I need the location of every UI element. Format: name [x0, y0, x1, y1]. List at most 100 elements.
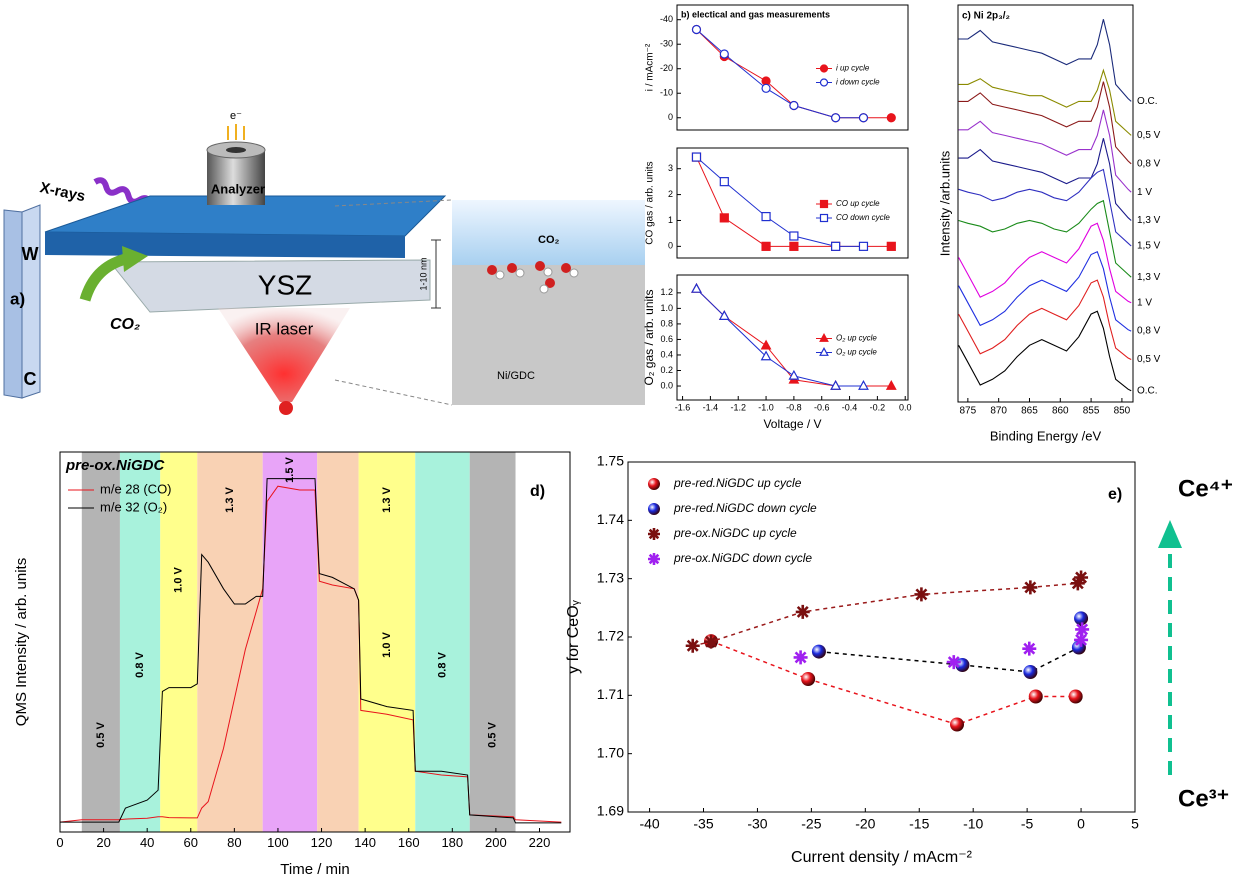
inset-substrate [452, 265, 645, 405]
y-tick-label: 1.73 [597, 569, 624, 585]
y-axis-label: CO gas / arb. units [645, 161, 656, 244]
series-line [59, 485, 562, 823]
y-tick-label: -10 [660, 88, 673, 98]
y-tick-label: 2 [668, 189, 673, 199]
marker [1074, 632, 1089, 647]
y-tick-label: 1.70 [597, 744, 624, 760]
voltage-band [81, 452, 120, 832]
legend-label: 0,5 V [1137, 130, 1161, 141]
annotation: d) [530, 483, 545, 500]
legend-label: m/e 28 (CO) [100, 481, 172, 496]
chart-title: b) electical and gas measurements [681, 9, 830, 19]
atom [545, 278, 555, 288]
x-axis-label: Voltage / V [763, 417, 821, 431]
marker [691, 152, 702, 162]
marker [719, 49, 729, 59]
x-tick-label: 0.0 [899, 402, 912, 412]
x-tick-label: -1.0 [758, 402, 774, 412]
x-tick-label: -0.4 [842, 402, 858, 412]
series-line [958, 19, 1132, 102]
scale-bar [431, 239, 441, 309]
atom [507, 263, 517, 273]
x-tick-label: 60 [184, 835, 198, 850]
y-axis-label: Intensity /arb.units [937, 150, 952, 256]
electrode-front [3, 209, 23, 399]
panel-label: a) [10, 289, 25, 308]
x-tick-label: -35 [693, 815, 713, 831]
band-label: 0.5 V [487, 721, 499, 747]
legend-label: O₂ up cycle [836, 348, 877, 357]
marker [831, 113, 841, 123]
band-label: 0.5 V [95, 721, 107, 747]
axes-frame [676, 4, 909, 131]
marker [648, 478, 660, 490]
voltage-band [317, 452, 359, 832]
marker [950, 717, 965, 732]
x-tick-label: 0 [56, 835, 63, 850]
y-tick-label: 1.2 [660, 287, 673, 297]
legend-label: 1,3 V [1137, 272, 1161, 283]
marker [761, 83, 771, 93]
marker [819, 333, 829, 342]
y-axis-label: O₂ gas / arb. units [642, 289, 656, 385]
marker [719, 177, 729, 187]
marker [648, 528, 660, 540]
legend-label: O₂ up cycle [836, 334, 877, 343]
x-tick-label: -5 [1021, 815, 1034, 831]
axes-frame [59, 451, 571, 833]
x-tick-label: 200 [485, 835, 507, 850]
marker [648, 553, 660, 565]
legend-label: CO down cycle [836, 213, 890, 222]
chart: -40 -30 -20 -10 0 i / mAcm⁻² b) electical and … [645, 4, 909, 131]
band-label: 0.8 V [436, 651, 448, 677]
marker [819, 347, 829, 356]
y-tick-label: -20 [660, 63, 673, 73]
co2-label: CO₂ [110, 316, 140, 333]
atom [487, 265, 497, 275]
fit-line [692, 577, 1082, 647]
series-line [958, 279, 1132, 360]
voltage-band [262, 452, 318, 832]
marker [761, 241, 771, 251]
voltage-band [160, 452, 198, 832]
marker [1028, 689, 1043, 704]
electron-arrows [227, 124, 245, 140]
ysz-block [108, 259, 431, 313]
annotation: Ce⁴⁺ [1178, 475, 1233, 502]
series-line [958, 222, 1132, 304]
x-tick-label: -25 [801, 815, 821, 831]
marker [1075, 622, 1090, 637]
molecules [487, 261, 579, 294]
marker [704, 634, 719, 649]
x-tick-label: -10 [963, 815, 983, 831]
series-line [958, 138, 1132, 221]
band-label: 0.8 V [134, 651, 146, 677]
atom [495, 270, 505, 280]
marker [858, 241, 869, 251]
fit-line [818, 618, 1082, 673]
x-tick-label: 160 [398, 835, 420, 850]
x-tick-label: -1.2 [730, 402, 746, 412]
marker [885, 379, 897, 390]
x-tick-label: 855 [1083, 406, 1100, 417]
legend-label: pre-red.NiGDC down cycle [673, 501, 817, 515]
marker [760, 350, 772, 361]
marker [819, 199, 829, 209]
series-line [958, 168, 1132, 247]
x-tick-label: -0.8 [786, 402, 802, 412]
series-line [696, 156, 864, 247]
band-label: 1.0 V [173, 566, 185, 592]
y-axis-label: QMS Intensity / arb. units [13, 558, 30, 726]
legend-label: 0,5 V [1137, 354, 1161, 365]
y-tick-label: 3 [668, 163, 673, 173]
y-tick-label: 1.72 [597, 628, 624, 644]
marker [1068, 689, 1083, 704]
y-tick-label: 1.0 [660, 303, 673, 313]
atom [539, 284, 549, 294]
marker [819, 78, 829, 87]
marker [946, 655, 961, 670]
inset-co2-label: CO₂ [538, 234, 560, 246]
series-line [696, 288, 864, 387]
laser-cone [218, 308, 350, 402]
chart: 0.5 V 0.8 V 1.0 V 1.3 V 1.5 V 1.3 V 1.0 V 0.8 V… [13, 451, 571, 878]
